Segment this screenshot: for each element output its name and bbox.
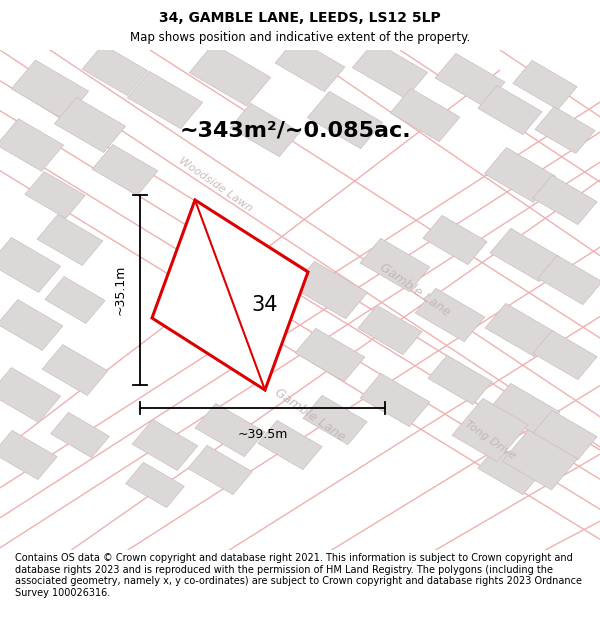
Polygon shape (533, 411, 597, 459)
Polygon shape (37, 214, 103, 266)
Text: 34, GAMBLE LANE, LEEDS, LS12 5LP: 34, GAMBLE LANE, LEEDS, LS12 5LP (159, 11, 441, 25)
Polygon shape (188, 446, 252, 494)
Polygon shape (303, 396, 367, 444)
Polygon shape (50, 412, 109, 458)
Polygon shape (0, 368, 61, 423)
Polygon shape (45, 277, 105, 323)
Polygon shape (415, 288, 485, 342)
Polygon shape (485, 303, 555, 357)
Polygon shape (513, 61, 577, 109)
Text: 34: 34 (252, 295, 278, 315)
Polygon shape (533, 176, 597, 224)
Text: ~35.1m: ~35.1m (114, 265, 127, 315)
Polygon shape (435, 53, 505, 107)
Polygon shape (25, 172, 85, 218)
Polygon shape (132, 419, 198, 471)
Polygon shape (0, 238, 61, 292)
Polygon shape (533, 331, 597, 379)
Polygon shape (360, 373, 430, 427)
Text: ~39.5m: ~39.5m (238, 428, 287, 441)
Polygon shape (490, 383, 560, 437)
Polygon shape (484, 148, 556, 202)
Polygon shape (127, 71, 203, 129)
Polygon shape (352, 41, 428, 99)
Polygon shape (478, 446, 542, 494)
Polygon shape (295, 328, 365, 382)
Polygon shape (0, 119, 64, 171)
Polygon shape (11, 60, 89, 120)
Polygon shape (452, 398, 528, 462)
Polygon shape (538, 256, 600, 304)
Polygon shape (390, 88, 460, 142)
Polygon shape (195, 403, 265, 457)
Polygon shape (125, 462, 184, 508)
Polygon shape (423, 216, 487, 264)
Text: Contains OS data © Crown copyright and database right 2021. This information is : Contains OS data © Crown copyright and d… (15, 553, 582, 598)
Polygon shape (0, 431, 57, 479)
Polygon shape (428, 356, 492, 404)
Text: Woodside Lawn: Woodside Lawn (176, 156, 254, 214)
Polygon shape (0, 299, 63, 351)
Polygon shape (230, 103, 300, 157)
Text: Gamble Lane: Gamble Lane (272, 386, 347, 444)
Polygon shape (189, 44, 271, 106)
Polygon shape (42, 344, 108, 396)
Polygon shape (152, 200, 308, 390)
Polygon shape (358, 306, 422, 354)
Text: ~343m²/~0.085ac.: ~343m²/~0.085ac. (179, 120, 411, 140)
Polygon shape (258, 421, 322, 469)
Text: Map shows position and indicative extent of the property.: Map shows position and indicative extent… (130, 31, 470, 44)
Polygon shape (360, 238, 430, 292)
Polygon shape (292, 261, 368, 319)
Polygon shape (275, 38, 345, 92)
Polygon shape (92, 144, 158, 196)
Polygon shape (307, 91, 383, 149)
Polygon shape (478, 86, 542, 134)
Polygon shape (490, 228, 560, 282)
Polygon shape (82, 44, 148, 96)
Polygon shape (535, 107, 595, 153)
Polygon shape (55, 98, 125, 152)
Polygon shape (502, 430, 578, 490)
Text: Tong Drive: Tong Drive (463, 419, 517, 461)
Text: Gamble Lane: Gamble Lane (377, 261, 452, 319)
